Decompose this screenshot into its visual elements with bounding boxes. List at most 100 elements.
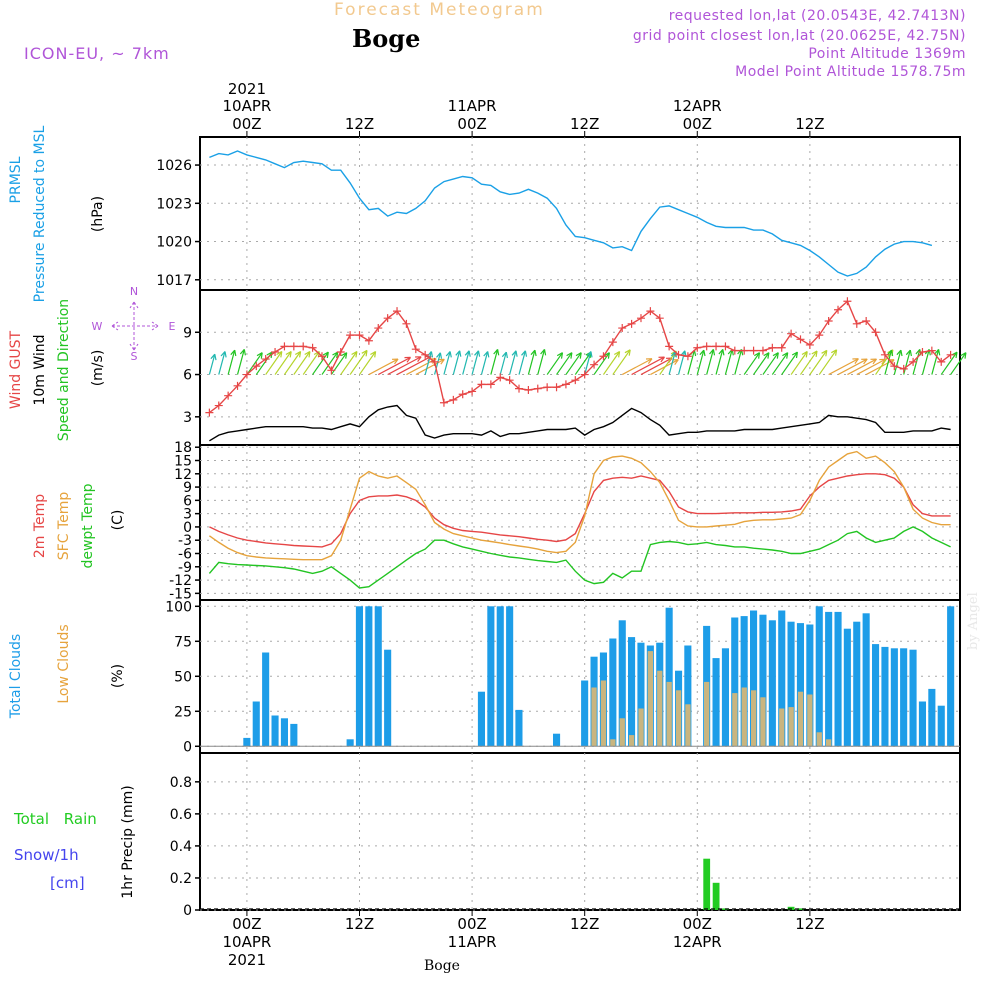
y-tick-label: -9 [178,560,192,576]
y-tick-label: 50 [174,669,192,685]
total-cloud-bar [928,688,936,747]
wind-gust-marker [946,350,955,359]
y-tick-label: 1023 [156,196,192,212]
total-cloud-bar [750,610,758,747]
wind-arrow [677,350,686,375]
compass-w: W [92,320,103,333]
wind-gust-marker [805,340,814,349]
wind-gust-marker [571,376,580,385]
y-tick-label: -6 [178,547,192,563]
y-tick-label: -12 [169,573,192,589]
compass-cross [111,301,159,351]
y-tick-label: 0 [183,903,192,919]
wind-arrow-head [493,349,500,356]
wind-arrow [640,357,673,376]
wind-arrow-head [530,349,537,357]
wind-gust-marker [918,348,927,356]
wind-gust-marker [299,342,308,351]
wind-arrow [584,351,592,375]
temp-unit: (C) [110,510,126,531]
wind-gust-marker [496,373,505,382]
wind-gust-marker [590,360,599,369]
wind-arrow [349,350,368,375]
wind-gust-marker [289,342,298,351]
wind-arrow-head [239,349,246,356]
wind-arrow-head [445,351,452,358]
wind-gust-marker [608,338,617,347]
wind-gust-marker [787,329,796,338]
wind-arrow [931,349,940,375]
wind-gust-marker [636,314,645,323]
wind-arrow [753,352,770,375]
wind-gust-marker [646,307,655,316]
wind-arrow [631,356,665,376]
wind-arrow [499,351,507,375]
temp-label-sfc: SFC Temp [56,492,72,561]
wind-arrow-head [896,349,903,357]
x-hour-label-bottom: 12Z [795,915,824,933]
wind-gust-marker [374,324,383,333]
wind-arrow-head [934,349,941,356]
y-tick-label: 0.4 [170,839,192,855]
wind-gust-marker [430,357,439,366]
wind-gust-marker [740,346,749,355]
wind-arrow-head [960,352,967,359]
wind-arrow [940,351,958,375]
total-cloud-bar [806,624,814,747]
wind-gust-marker [909,357,918,366]
wind-arrow-head [772,352,779,359]
total-cloud-bar [778,610,786,747]
wind-arrow-head [540,349,547,356]
wind-arrow [884,349,893,375]
wind-arrow [283,351,302,375]
wind-arrow [537,349,546,375]
wind-arrow [602,351,621,375]
wind-arrow-head [575,352,582,359]
wind-arrow-head [658,356,665,363]
wind-arrow [227,349,236,375]
wind-arrow [574,351,592,375]
low-cloud-bar [779,708,785,747]
total-cloud-bar [243,737,251,747]
y-tick-label: 75 [174,634,192,650]
footer-location: Boge [424,958,460,974]
total-cloud-bar [909,649,917,747]
wind-arrow-head [230,349,237,357]
total-cloud-bar [937,705,945,747]
wind-gust-marker [252,362,261,371]
wind-gust-marker [552,383,561,392]
wind-gust-marker [880,350,889,359]
low-cloud-bar [675,690,682,747]
wind-arrow-head [754,352,761,359]
total-cloud-bar [872,644,880,747]
x-hour-label-top: 00Z [683,115,712,133]
pressure-label-2: Pressure Reduced to MSL [32,125,48,302]
wind-arrow [668,351,676,375]
wind-arrow [790,351,808,375]
legend-snow-unit: [cm] [50,874,85,892]
total-cloud-bar [346,739,354,747]
wind-arrow [302,351,320,375]
total-cloud-bar [862,613,870,747]
wind-arrow [818,349,838,375]
wind-gust-marker [580,370,589,379]
low-cloud-bar [657,670,663,747]
wind-arrow [771,352,789,375]
total-cloud-bar [506,606,514,747]
wind-arrow [893,349,902,375]
point-altitude: Point Altitude 1369m [808,46,966,62]
low-cloud-bar [788,707,794,747]
wind-arrow [433,352,441,375]
total-cloud-bar [477,691,485,747]
wind-arrow-head [210,353,217,361]
wind-gust-marker [458,390,467,399]
wind-gust-marker [364,336,373,345]
wind-arrow [696,349,705,375]
wind-arrow-head [220,351,227,358]
wind-gust-marker [317,352,326,361]
wind-arrow-head [699,349,706,357]
total-cloud-bar [271,715,279,747]
wind-arrow [396,355,432,376]
wind-gust-marker [824,317,833,325]
